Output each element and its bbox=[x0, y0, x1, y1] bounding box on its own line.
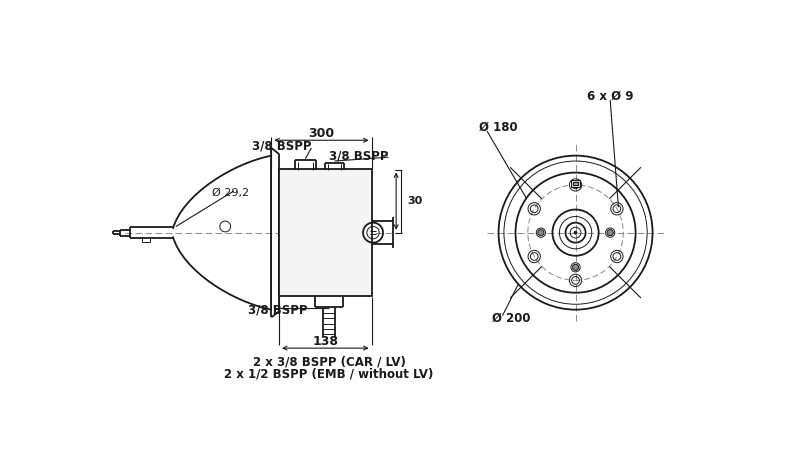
Circle shape bbox=[574, 231, 577, 234]
Text: Ø 180: Ø 180 bbox=[479, 121, 518, 134]
Text: 3/8 BSPP: 3/8 BSPP bbox=[252, 140, 311, 153]
Circle shape bbox=[538, 230, 544, 236]
Text: 3/8 BSPP: 3/8 BSPP bbox=[248, 303, 308, 316]
Text: 30: 30 bbox=[407, 196, 422, 206]
Text: Ø 29,2: Ø 29,2 bbox=[212, 188, 250, 198]
Bar bbox=[571, 180, 580, 187]
Text: 300: 300 bbox=[308, 127, 334, 140]
Text: 2 x 1/2 BSPP (EMB / without LV): 2 x 1/2 BSPP (EMB / without LV) bbox=[225, 368, 434, 381]
Text: 6 x Ø 9: 6 x Ø 9 bbox=[587, 90, 634, 103]
Circle shape bbox=[573, 264, 578, 270]
Text: 138: 138 bbox=[312, 335, 338, 348]
Circle shape bbox=[607, 230, 614, 236]
Bar bbox=[279, 170, 371, 296]
Text: 3/8 BSPP: 3/8 BSPP bbox=[329, 149, 389, 162]
Bar bbox=[574, 182, 578, 185]
Text: Ø 200: Ø 200 bbox=[492, 311, 531, 324]
Text: 2 x 3/8 BSPP (CAR / LV): 2 x 3/8 BSPP (CAR / LV) bbox=[253, 356, 406, 369]
